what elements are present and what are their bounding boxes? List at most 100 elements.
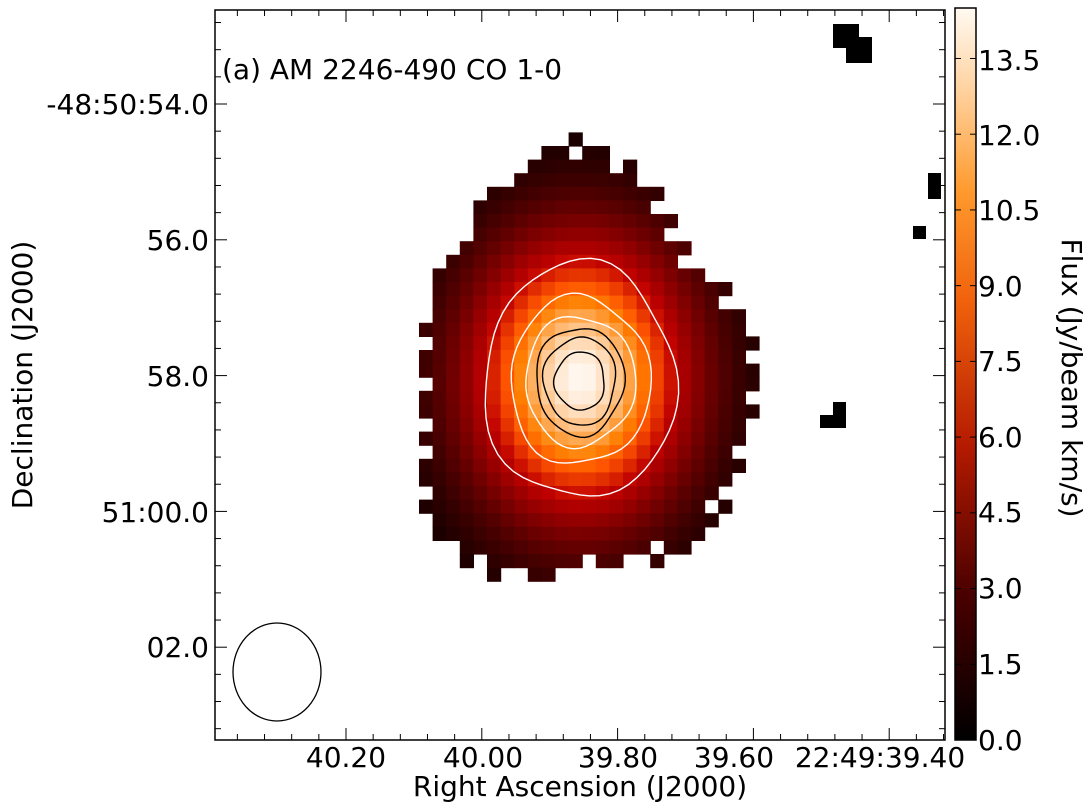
flux-pixel xyxy=(623,513,638,528)
flux-pixel xyxy=(595,254,610,269)
flux-pixel xyxy=(473,431,488,446)
flux-pixel xyxy=(487,472,502,487)
flux-pixel xyxy=(459,377,474,392)
flux-pixel xyxy=(663,295,678,310)
flux-pixel xyxy=(514,458,529,473)
flux-pixel xyxy=(473,404,488,419)
flux-pixel xyxy=(677,540,692,555)
flux-pixel xyxy=(595,458,610,473)
contour-line xyxy=(510,292,652,464)
flux-pixel xyxy=(650,186,665,201)
flux-pixel xyxy=(514,390,529,405)
colorbar-tick-label: 10.5 xyxy=(978,194,1040,227)
flux-pixel xyxy=(582,472,597,487)
flux-pixel xyxy=(514,486,529,501)
flux-pixel xyxy=(663,486,678,501)
flux-pixel xyxy=(731,322,746,337)
flux-pixel xyxy=(677,472,692,487)
flux-pixel xyxy=(555,540,570,555)
flux-pixel xyxy=(419,390,434,405)
beam-ellipse xyxy=(232,622,322,722)
flux-pixel xyxy=(623,241,638,256)
flux-pixel xyxy=(487,486,502,501)
flux-pixel xyxy=(623,486,638,501)
flux-pixel xyxy=(555,499,570,514)
flux-pixel xyxy=(582,377,597,392)
flux-pixel xyxy=(663,268,678,283)
flux-pixel xyxy=(595,472,610,487)
flux-pixel xyxy=(691,445,706,460)
flux-pixel xyxy=(582,526,597,541)
flux-pixel xyxy=(419,458,434,473)
flux-pixel xyxy=(731,418,746,433)
flux-pixel xyxy=(459,254,474,269)
plot-area xyxy=(215,10,945,740)
panel-title: (a) AM 2246-490 CO 1-0 xyxy=(222,53,562,86)
flux-pixel xyxy=(568,486,583,501)
noise-pixel xyxy=(833,402,846,428)
flux-pixel xyxy=(582,186,597,201)
flux-pixel xyxy=(527,268,542,283)
flux-pixel xyxy=(446,254,461,269)
flux-pixel xyxy=(663,540,678,555)
flux-pixel xyxy=(555,404,570,419)
flux-pixel xyxy=(487,540,502,555)
plot-frame xyxy=(214,9,946,741)
flux-pixel xyxy=(432,513,447,528)
flux-pixel xyxy=(459,363,474,378)
flux-pixel xyxy=(541,254,556,269)
flux-pixel xyxy=(500,540,515,555)
flux-pixel xyxy=(473,322,488,337)
flux-pixel xyxy=(459,431,474,446)
flux-pixel xyxy=(595,309,610,324)
flux-pixel xyxy=(432,336,447,351)
flux-pixel xyxy=(527,363,542,378)
flux-pixel xyxy=(677,390,692,405)
y-tick-label: 51:00.0 xyxy=(102,496,209,529)
flux-pixel xyxy=(623,268,638,283)
flux-pixel xyxy=(691,404,706,419)
flux-pixel xyxy=(446,513,461,528)
flux-pixel xyxy=(541,336,556,351)
flux-pixel xyxy=(731,363,746,378)
flux-pixel xyxy=(677,295,692,310)
flux-pixel xyxy=(718,418,733,433)
flux-pixel xyxy=(473,227,488,242)
flux-pixel xyxy=(582,513,597,528)
flux-pixel xyxy=(650,513,665,528)
flux-pixel xyxy=(691,486,706,501)
flux-pixel xyxy=(568,418,583,433)
noise-pixel xyxy=(846,37,872,63)
flux-pixel xyxy=(595,540,610,555)
flux-pixel xyxy=(487,404,502,419)
flux-pixel xyxy=(731,458,746,473)
flux-pixel xyxy=(663,322,678,337)
flux-pixel xyxy=(419,363,434,378)
flux-pixel xyxy=(541,486,556,501)
flux-pixel xyxy=(650,254,665,269)
flux-pixel xyxy=(704,309,719,324)
flux-pixel xyxy=(500,486,515,501)
flux-pixel xyxy=(595,404,610,419)
flux-pixel xyxy=(691,418,706,433)
x-tick-label: 39.80 xyxy=(578,741,658,774)
flux-pixel xyxy=(663,336,678,351)
flux-pixel xyxy=(595,214,610,229)
flux-pixel xyxy=(541,241,556,256)
flux-pixel xyxy=(432,404,447,419)
flux-pixel xyxy=(514,526,529,541)
flux-pixel xyxy=(527,472,542,487)
flux-pixel xyxy=(609,363,624,378)
flux-pixel xyxy=(527,214,542,229)
flux-pixel xyxy=(623,350,638,365)
flux-pixel xyxy=(582,282,597,297)
flux-pixel xyxy=(459,513,474,528)
flux-pixel xyxy=(663,445,678,460)
flux-pixel xyxy=(650,295,665,310)
flux-pixel xyxy=(555,445,570,460)
flux-pixel xyxy=(527,458,542,473)
flux-pixel xyxy=(650,377,665,392)
flux-pixel xyxy=(595,499,610,514)
flux-pixel xyxy=(582,458,597,473)
flux-pixel xyxy=(541,567,556,582)
